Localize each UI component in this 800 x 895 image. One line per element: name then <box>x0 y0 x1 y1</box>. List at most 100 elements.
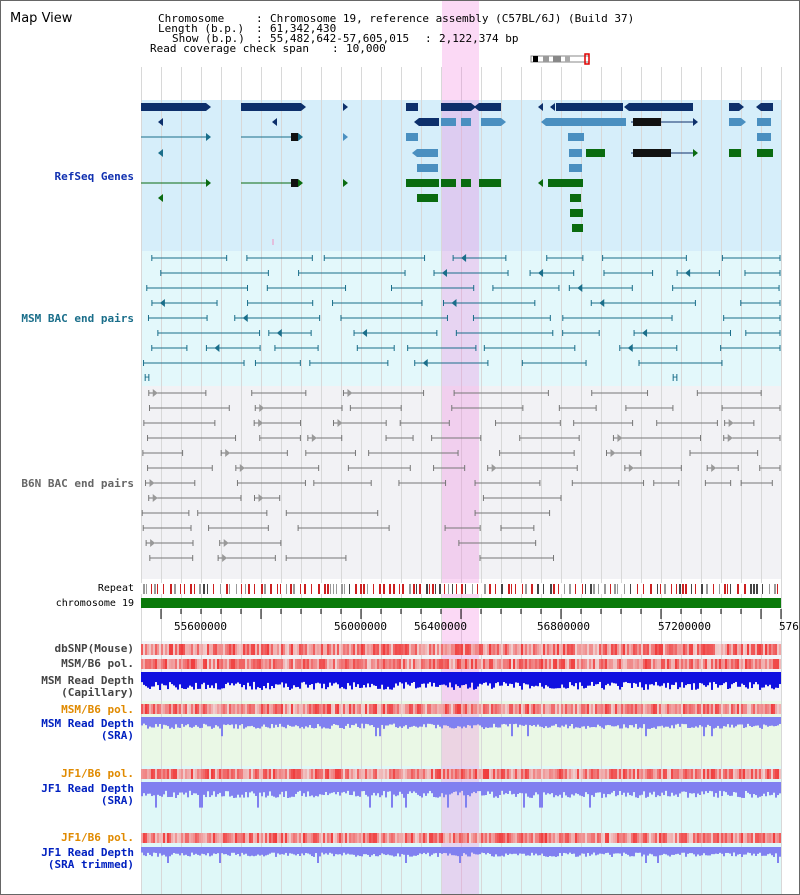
msm-b6-pol-label[interactable]: MSM/B6 pol. <box>61 657 134 670</box>
repeat-element <box>511 584 512 594</box>
msm-pol-heat <box>321 659 323 669</box>
jf1-depth-sra-bar <box>639 782 641 796</box>
jf1-depth-sra-bar <box>591 782 593 796</box>
msm-bac-label[interactable]: MSM BAC end pairs <box>21 312 134 325</box>
jf1-b6-pol-2-label[interactable]: JF1/B6 pol. <box>61 831 134 844</box>
msm-pol-heat <box>533 659 535 669</box>
msm-depth-capillary-bar <box>649 672 651 685</box>
msm-depth-sra-bar <box>423 717 425 725</box>
jf1-pol-heat <box>731 769 733 779</box>
jf1-pol-heat <box>597 769 599 779</box>
msm-depth-sra-bar <box>777 717 779 726</box>
msm-depth-capillary-bar <box>285 672 287 684</box>
msm-depth-capillary-label-1[interactable]: MSM Read Depth <box>41 674 134 687</box>
dbsnp-heat <box>773 644 775 655</box>
grid-line <box>481 67 482 894</box>
jf1-depth-trim-label-1[interactable]: JF1 Read Depth <box>41 846 134 859</box>
jf1-depth-sra-bar <box>191 782 193 796</box>
msm-depth-sra-bar <box>491 717 493 728</box>
jf1-pol-heat <box>261 769 263 779</box>
refseq-genes-label[interactable]: RefSeq Genes <box>54 170 134 183</box>
jf1-pol-heat <box>361 769 363 779</box>
jf1-pol-heat <box>221 769 223 779</box>
jf1-pol-heat <box>521 769 523 779</box>
repeat-element <box>753 584 755 594</box>
jf1-depth-sra-bar <box>343 782 345 792</box>
selection-highlight[interactable] <box>442 1 479 894</box>
jf1-pol-2-heat <box>727 833 729 843</box>
msm-pol-heat <box>357 659 359 669</box>
jf1-pol-heat <box>225 769 227 779</box>
jf1-depth-sra-bar <box>155 782 157 808</box>
jf1-depth-sra-bar <box>721 782 723 796</box>
jf1-pol-2-heat <box>279 833 281 843</box>
msm-depth-capillary-bar <box>513 672 515 688</box>
msm-pol-heat <box>379 659 381 669</box>
jf1-depth-trim-bar <box>533 847 535 856</box>
msm-depth-capillary-bar <box>647 672 649 690</box>
axis-tick-label: 576 <box>779 620 799 633</box>
repeat-element <box>341 584 343 594</box>
msm-pol-heat <box>621 659 623 669</box>
jf1-pol-heat <box>751 769 753 779</box>
jf1-depth-sra-bar <box>223 782 225 797</box>
refseq-gene-arrow <box>538 103 543 111</box>
dbsnp-heat <box>215 644 217 655</box>
msm-depth-sra-bar <box>473 717 475 726</box>
jf1-depth-sra-bar <box>275 782 277 798</box>
b6n-bac-label[interactable]: B6N BAC end pairs <box>21 477 134 490</box>
msm-depth-sra-bar <box>217 717 219 727</box>
msm-pol-heat <box>361 659 363 669</box>
jf1-pol-2-heat <box>669 833 671 843</box>
msm-pol-2-heat <box>281 704 283 714</box>
msm-pol-2-heat <box>657 704 659 714</box>
msm-pol-heat <box>733 659 735 669</box>
msm-b6-pol-2-label[interactable]: MSM/B6 pol. <box>61 703 134 716</box>
dbsnp-label[interactable]: dbSNP(Mouse) <box>54 642 134 655</box>
msm-depth-capillary-bar <box>153 672 155 687</box>
jf1-depth-trim-bar <box>407 847 409 855</box>
msm-depth-sra-bar <box>745 717 747 728</box>
jf1-pol-heat <box>535 769 537 779</box>
jf1-depth-trim-bar <box>199 847 201 856</box>
coverage-value: 10,000 <box>346 42 386 55</box>
jf1-pol-heat <box>627 769 629 779</box>
msm-pol-2-heat <box>395 704 397 714</box>
jf1-pol-2-heat <box>401 833 403 843</box>
msm-depth-sra-bar <box>657 717 659 727</box>
jf1-pol-heat <box>745 769 747 779</box>
msm-depth-capillary-bar <box>703 672 705 686</box>
msm-depth-sra-label-1[interactable]: MSM Read Depth <box>41 717 134 730</box>
dbsnp-heat <box>621 644 623 655</box>
msm-pol-2-heat <box>193 704 195 714</box>
jf1-pol-heat <box>345 769 347 779</box>
msm-depth-capillary-bar <box>471 672 473 683</box>
dbsnp-heat <box>771 644 773 655</box>
msm-depth-capillary-bar <box>449 672 451 683</box>
show-range: 55,482,642-57,605,015 <box>270 32 410 45</box>
msm-depth-sra-bar <box>265 717 267 727</box>
jf1-b6-pol-label[interactable]: JF1/B6 pol. <box>61 767 134 780</box>
msm-pol-heat <box>595 659 597 669</box>
msm-pol-heat <box>391 659 393 669</box>
jf1-pol-2-heat <box>315 833 317 843</box>
msm-pol-2-heat <box>687 704 689 714</box>
msm-depth-capillary-bar <box>263 672 265 687</box>
jf1-depth-sra-label-1[interactable]: JF1 Read Depth <box>41 782 134 795</box>
msm-depth-capillary-bar <box>173 672 175 686</box>
jf1-pol-heat <box>279 769 281 779</box>
jf1-depth-trim-bar <box>747 847 749 853</box>
chromosome-ideogram[interactable] <box>529 53 593 65</box>
grid-line <box>781 67 782 894</box>
refseq-gene-arrow <box>756 103 761 111</box>
jf1-pol-heat <box>329 769 331 779</box>
jf1-depth-trim-bar <box>465 847 467 855</box>
msm-depth-sra-bar <box>371 717 373 725</box>
jf1-depth-sra-bar <box>473 782 475 792</box>
jf1-pol-2-heat <box>567 833 569 843</box>
jf1-depth-trim-bar <box>255 847 257 856</box>
msm-depth-sra-bar <box>547 717 549 728</box>
axis-tick-label: 57200000 <box>658 620 711 633</box>
msm-depth-sra-bar <box>283 717 285 728</box>
